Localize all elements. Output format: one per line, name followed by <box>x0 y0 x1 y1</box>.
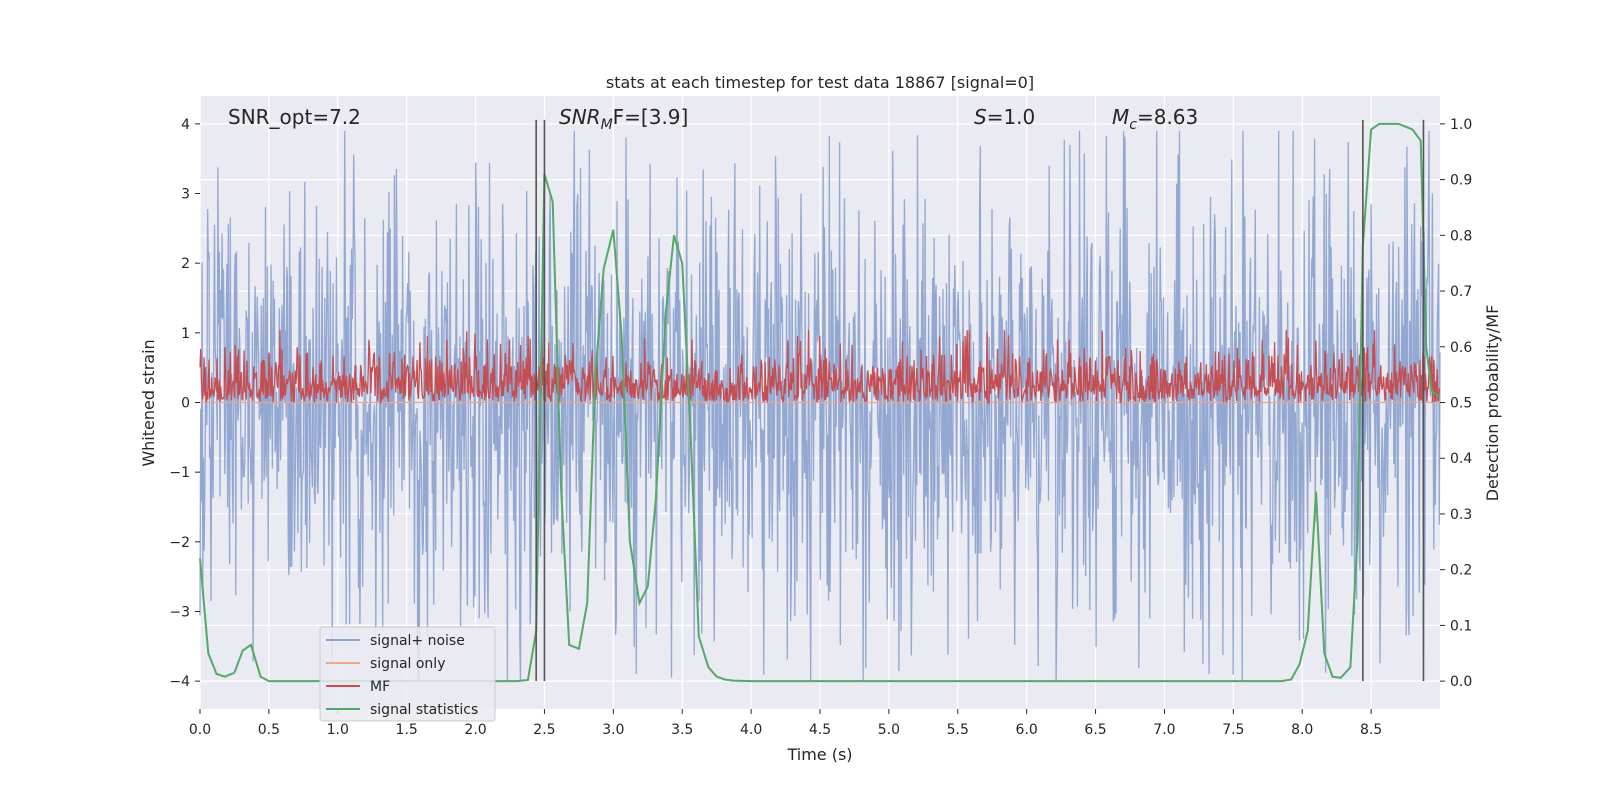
y-right-tick-label-1: 0.1 <box>1450 618 1472 634</box>
annotation-s: S=1.0 <box>974 105 1035 129</box>
x-tick-label-11: 5.5 <box>947 722 969 738</box>
annotation-s-rest: =1.0 <box>987 105 1036 129</box>
y-left-tick-label-0: −4 <box>169 674 190 690</box>
x-tick-label-2: 1.0 <box>327 722 349 738</box>
y-right-tick-label-5: 0.5 <box>1450 396 1472 412</box>
y-left-tick-label-3: −1 <box>169 465 190 481</box>
annotation-snr-mf-var: SNR <box>559 105 601 129</box>
x-tick-label-14: 7.0 <box>1153 722 1175 738</box>
vertical-markers <box>535 119 1425 682</box>
x-tick-label-7: 3.5 <box>671 722 693 738</box>
y-left-tick-label-1: −3 <box>169 604 190 620</box>
x-tick-label-12: 6.0 <box>1016 722 1038 738</box>
x-tick-label-1: 0.5 <box>258 722 280 738</box>
y-left-tick-label-7: 3 <box>181 187 190 203</box>
legend-label-signal-statistics: signal statistics <box>370 702 478 718</box>
y-axis-left-label: Whitened strain <box>139 339 158 466</box>
annotations: SNR_opt=7.2 SNRMF=[3.9] S=1.0 Mc=8.63 <box>228 105 1198 133</box>
annotation-snr-mf: SNRMF=[3.9] <box>559 105 688 133</box>
series-mf <box>199 330 1441 405</box>
legend: signal+ noise signal only MF signal stat… <box>319 626 496 722</box>
y-right-tick-label-3: 0.3 <box>1450 507 1472 523</box>
y-right-tick-label-2: 0.2 <box>1450 563 1472 579</box>
series-signal-noise <box>199 130 1441 682</box>
legend-label-signal-only: signal only <box>370 656 445 672</box>
x-tick-label-5: 2.5 <box>533 722 555 738</box>
annotation-snr-opt-text: SNR_opt=7.2 <box>228 105 361 129</box>
x-axis-label: Time (s) <box>786 745 852 764</box>
y-right-tick-label-10: 1.0 <box>1450 117 1472 133</box>
chart-title: stats at each timestep for test data 188… <box>606 73 1034 92</box>
y-left-tick-label-6: 2 <box>181 256 190 272</box>
y-right-tick-label-0: 0.0 <box>1450 674 1472 690</box>
x-tick-label-13: 6.5 <box>1084 722 1106 738</box>
annotation-snr-opt: SNR_opt=7.2 <box>228 105 361 129</box>
x-tick-label-8: 4.0 <box>740 722 762 738</box>
annotation-mc: Mc=8.63 <box>1112 105 1198 133</box>
x-tick-label-6: 3.0 <box>602 722 624 738</box>
y-right-tick-label-7: 0.7 <box>1450 284 1472 300</box>
x-tick-label-17: 8.5 <box>1360 722 1382 738</box>
x-tick-label-9: 4.5 <box>809 722 831 738</box>
x-tick-label-0: 0.0 <box>189 722 211 738</box>
annotation-snr-mf-sub: M <box>601 117 613 133</box>
x-tick-label-16: 8.0 <box>1291 722 1313 738</box>
legend-label-mf: MF <box>370 679 390 695</box>
y-left-tick-label-5: 1 <box>181 326 190 342</box>
y-left-tick-label-8: 4 <box>181 117 190 133</box>
annotation-snr-mf-rest: F=[3.9] <box>613 105 689 129</box>
x-tick-label-15: 7.5 <box>1222 722 1244 738</box>
y-right-tick-label-8: 0.8 <box>1450 228 1472 244</box>
ticks: 0.0 0.5 1.0 1.5 2.0 2.5 3.0 3.5 4.0 4.5 5.0 5.5 6.0 6… <box>169 117 1472 738</box>
y-left-tick-label-2: −2 <box>169 535 190 551</box>
y-right-tick-label-4: 0.4 <box>1450 451 1472 467</box>
annotation-s-var: S <box>974 105 987 129</box>
y-left-tick-label-4: 0 <box>181 396 190 412</box>
annotation-mc-rest: =8.63 <box>1137 105 1198 129</box>
y-right-tick-label-6: 0.6 <box>1450 340 1472 356</box>
y-right-tick-label-9: 0.9 <box>1450 173 1472 189</box>
y-axis-right-label: Detection probability/MF <box>1483 305 1502 502</box>
legend-frame <box>319 626 496 722</box>
x-tick-label-3: 1.5 <box>396 722 418 738</box>
annotation-mc-sub: c <box>1129 117 1137 133</box>
legend-label-signal-noise: signal+ noise <box>370 633 465 649</box>
x-tick-label-4: 2.0 <box>464 722 486 738</box>
annotation-mc-var: M <box>1112 105 1129 129</box>
x-tick-label-10: 5.0 <box>878 722 900 738</box>
